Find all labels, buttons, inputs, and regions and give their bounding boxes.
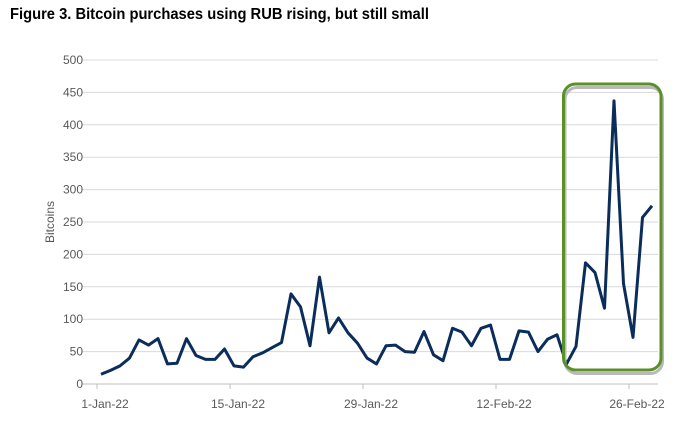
- x-tick-label: 1-Jan-22: [81, 397, 129, 411]
- series-line-bitcoins: [100, 99, 654, 376]
- y-tick-label: 200: [63, 247, 83, 261]
- chart-title: Figure 3. Bitcoin purchases using RUB ri…: [10, 6, 429, 23]
- x-tick-label: 12-Feb-22: [476, 397, 532, 411]
- y-tick-label: 400: [63, 118, 83, 132]
- y-tick-label: 350: [63, 150, 83, 164]
- y-tick-label: 250: [63, 215, 83, 229]
- y-tick-label: 100: [63, 312, 83, 326]
- y-tick-label: 450: [63, 85, 83, 99]
- y-tick-label: 50: [70, 345, 84, 359]
- y-axis-label: Bitcoins: [43, 201, 57, 243]
- y-tick-label: 300: [63, 183, 83, 197]
- highlight-box: [562, 82, 663, 372]
- x-tick-label: 29-Jan-22: [344, 397, 398, 411]
- y-tick-label: 0: [76, 377, 83, 391]
- y-tick-label: 150: [63, 280, 83, 294]
- x-tick-label: 26-Feb-22: [609, 397, 665, 411]
- x-tick-label: 15-Jan-22: [211, 397, 265, 411]
- y-tick-label: 500: [63, 53, 83, 67]
